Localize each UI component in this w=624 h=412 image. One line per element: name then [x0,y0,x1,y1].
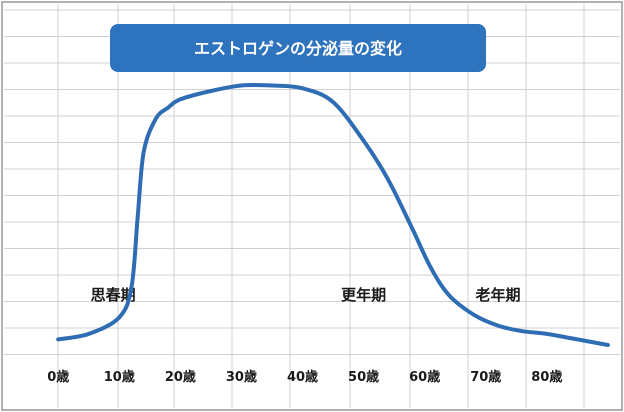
x-tick-label: 70歳 [470,369,501,385]
x-tick-label: 80歳 [531,369,562,385]
x-tick-label: 0歳 [47,369,69,385]
phase-label: 老年期 [474,286,520,304]
title-box [110,24,486,72]
x-tick-layer: 0歳 10歳 20歳 30歳 40歳 50歳 60歳 70歳 80歳 [47,369,562,385]
x-tick-label: 60歳 [409,369,440,385]
phase-label: 思春期 [91,286,136,304]
estrogen-curve [56,82,610,347]
grid-layer [4,4,620,408]
line-layer [56,82,610,347]
annotation-layer: 思春期 更年期 老年期 [91,286,521,304]
phase-label: 更年期 [341,286,386,304]
x-tick-label: 40歳 [287,369,318,385]
x-tick-label: 10歳 [104,369,135,385]
x-tick-label: 50歳 [348,369,379,385]
chart-title: エストロゲンの分泌量の変化 [194,39,402,58]
x-tick-label: 20歳 [165,369,196,385]
x-tick-label: 30歳 [226,369,257,385]
